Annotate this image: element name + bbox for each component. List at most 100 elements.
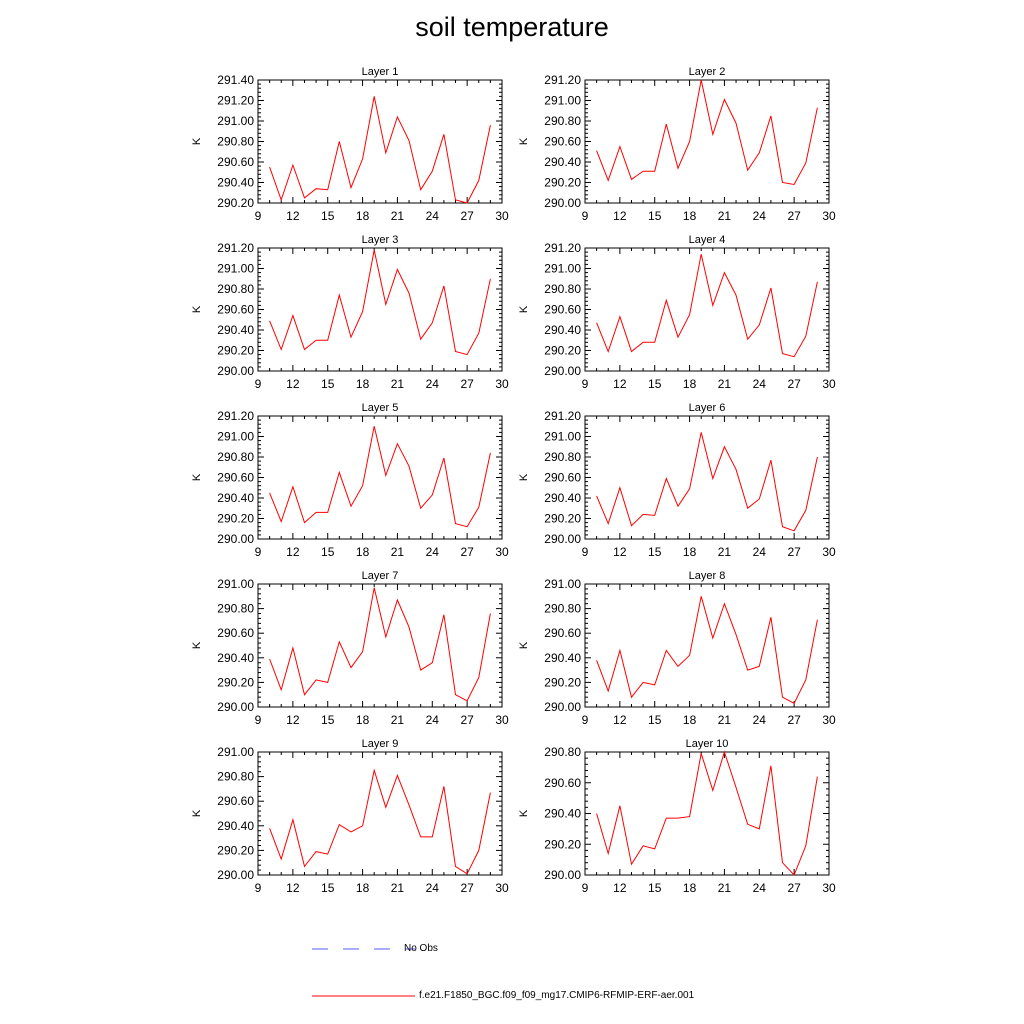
y-tick-label: 290.00 bbox=[544, 196, 581, 210]
y-tick-label: 290.80 bbox=[544, 602, 581, 616]
y-tick-label: 291.20 bbox=[217, 241, 254, 255]
y-tick-label: 290.00 bbox=[544, 700, 581, 714]
y-axis-label: K bbox=[518, 809, 530, 817]
x-tick-label: 12 bbox=[613, 377, 627, 391]
y-tick-label: 290.60 bbox=[544, 303, 581, 317]
plot-frame bbox=[584, 247, 830, 372]
panel-1: Layer 1 K 9 12 15 18 21 24 27 30 290.20 290.40 290.6… bbox=[191, 66, 509, 223]
x-tick-label: 30 bbox=[495, 377, 509, 391]
panel-title: Layer 8 bbox=[689, 570, 726, 582]
x-tick-label: 12 bbox=[286, 713, 300, 727]
series-line bbox=[596, 750, 818, 876]
panel-title: Layer 10 bbox=[686, 738, 729, 750]
x-tick-label: 30 bbox=[822, 377, 836, 391]
x-tick-label: 30 bbox=[495, 713, 509, 727]
y-tick-label: 291.00 bbox=[544, 262, 581, 276]
panel-8: Layer 8 K 9 12 15 18 21 24 27 30 290.00 290.20 290.4… bbox=[518, 570, 836, 727]
panel-title: Layer 7 bbox=[362, 570, 399, 582]
y-tick-label: 290.40 bbox=[544, 491, 581, 505]
y-axis-label: K bbox=[518, 641, 530, 649]
y-tick-label: 291.20 bbox=[544, 73, 581, 87]
x-tick-label: 21 bbox=[391, 881, 405, 895]
y-tick-label: 291.00 bbox=[217, 430, 254, 444]
y-tick-label: 291.20 bbox=[217, 94, 254, 108]
y-axis-label: K bbox=[518, 137, 530, 145]
x-tick-label: 9 bbox=[582, 377, 589, 391]
panel-title: Layer 6 bbox=[689, 402, 726, 414]
y-tick-label: 290.20 bbox=[544, 837, 581, 851]
y-tick-label: 290.60 bbox=[217, 303, 254, 317]
y-tick-label: 291.40 bbox=[217, 73, 254, 87]
series-line bbox=[596, 254, 818, 358]
x-tick-label: 9 bbox=[582, 545, 589, 559]
y-tick-label: 290.60 bbox=[544, 626, 581, 640]
x-tick-label: 9 bbox=[255, 377, 262, 391]
x-tick-label: 24 bbox=[426, 209, 440, 223]
x-tick-label: 12 bbox=[286, 377, 300, 391]
plot-frame bbox=[257, 79, 503, 204]
x-tick-label: 21 bbox=[718, 209, 732, 223]
panel-3: Layer 3 K 9 12 15 18 21 24 27 30 290.00 290.20 290.4… bbox=[191, 234, 509, 391]
panel-6: Layer 6 K 9 12 15 18 21 24 27 30 290.00 290.20 290.4… bbox=[518, 402, 836, 559]
series-line bbox=[269, 426, 491, 528]
y-tick-label: 290.40 bbox=[544, 155, 581, 169]
x-tick-label: 9 bbox=[582, 881, 589, 895]
y-tick-label: 290.20 bbox=[544, 675, 581, 689]
y-tick-label: 290.80 bbox=[544, 282, 581, 296]
y-tick-label: 290.60 bbox=[217, 471, 254, 485]
x-tick-label: 30 bbox=[495, 881, 509, 895]
x-tick-label: 30 bbox=[822, 713, 836, 727]
x-tick-label: 15 bbox=[648, 881, 662, 895]
y-tick-label: 290.40 bbox=[544, 651, 581, 665]
y-tick-label: 290.00 bbox=[217, 532, 254, 546]
y-tick-label: 290.20 bbox=[217, 512, 254, 526]
x-tick-label: 27 bbox=[787, 209, 801, 223]
panel-title: Layer 2 bbox=[689, 66, 726, 78]
plot-frame bbox=[257, 247, 503, 372]
x-tick-label: 27 bbox=[460, 881, 474, 895]
y-tick-label: 290.60 bbox=[217, 626, 254, 640]
x-tick-label: 21 bbox=[391, 713, 405, 727]
panel-title: Layer 5 bbox=[362, 402, 399, 414]
y-tick-label: 290.20 bbox=[217, 843, 254, 857]
x-tick-label: 9 bbox=[582, 209, 589, 223]
x-tick-label: 18 bbox=[683, 713, 697, 727]
plot-frame bbox=[257, 583, 503, 708]
x-tick-label: 27 bbox=[460, 209, 474, 223]
plot-frame bbox=[257, 751, 503, 876]
x-tick-label: 24 bbox=[753, 209, 767, 223]
x-tick-label: 30 bbox=[822, 209, 836, 223]
y-tick-label: 290.80 bbox=[217, 282, 254, 296]
x-tick-label: 27 bbox=[460, 545, 474, 559]
x-tick-label: 24 bbox=[753, 881, 767, 895]
x-tick-label: 12 bbox=[286, 881, 300, 895]
y-tick-label: 291.00 bbox=[217, 745, 254, 759]
x-tick-label: 18 bbox=[356, 209, 370, 223]
x-tick-label: 12 bbox=[613, 209, 627, 223]
y-tick-label: 290.00 bbox=[544, 868, 581, 882]
y-tick-label: 291.20 bbox=[544, 241, 581, 255]
y-tick-label: 291.00 bbox=[217, 114, 254, 128]
x-tick-label: 15 bbox=[321, 377, 335, 391]
y-tick-label: 290.20 bbox=[217, 675, 254, 689]
x-tick-label: 24 bbox=[753, 377, 767, 391]
panel-title: Layer 3 bbox=[362, 234, 399, 246]
x-tick-label: 21 bbox=[718, 881, 732, 895]
x-tick-label: 30 bbox=[822, 545, 836, 559]
y-tick-label: 290.80 bbox=[217, 602, 254, 616]
plot-frame bbox=[584, 583, 830, 708]
y-tick-label: 290.40 bbox=[217, 651, 254, 665]
y-tick-label: 290.00 bbox=[544, 364, 581, 378]
x-tick-label: 9 bbox=[255, 713, 262, 727]
x-tick-label: 24 bbox=[426, 545, 440, 559]
y-axis-label: K bbox=[518, 305, 530, 313]
x-tick-label: 24 bbox=[753, 545, 767, 559]
y-tick-label: 290.40 bbox=[217, 819, 254, 833]
x-tick-label: 15 bbox=[321, 713, 335, 727]
x-tick-label: 9 bbox=[255, 209, 262, 223]
x-tick-label: 24 bbox=[426, 881, 440, 895]
x-tick-label: 15 bbox=[648, 209, 662, 223]
panel-9: Layer 9 K 9 12 15 18 21 24 27 30 290.00 290.20 290.4… bbox=[191, 738, 509, 895]
